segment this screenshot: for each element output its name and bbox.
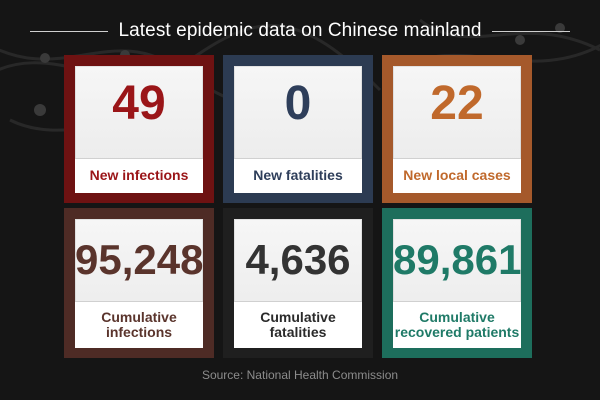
card-inner: 22 New local cases — [393, 66, 521, 193]
card-inner: 49 New infections — [75, 66, 203, 193]
card-label: Cumulative fatalities — [234, 301, 362, 348]
page-title: Latest epidemic data on Chinese mainland — [118, 20, 482, 41]
card-new-fatalities: 0 New fatalities — [223, 55, 373, 203]
card-value: 89,861 — [393, 236, 522, 283]
card-label: New infections — [75, 158, 203, 193]
card-label-line: Cumulative — [419, 308, 495, 325]
card-new-infections: 49 New infections — [64, 55, 214, 203]
card-label: New fatalities — [234, 158, 362, 193]
card-label: New local cases — [393, 158, 521, 193]
card-new-local-cases: 22 New local cases — [382, 55, 532, 203]
card-inner: 89,861 Cumulative recovered patients — [393, 219, 521, 348]
card-label-line: fatalities — [269, 324, 327, 340]
card-cumulative-infections: 95,248 Cumulative infections — [64, 208, 214, 358]
card-value: 0 — [284, 77, 312, 130]
card-label-line: recovered patients — [394, 324, 520, 340]
card-inner: 95,248 Cumulative infections — [75, 219, 203, 348]
card-cumulative-fatalities: 4,636 Cumulative fatalities — [223, 208, 373, 358]
card-label-line: infections — [105, 324, 173, 340]
card-label: Cumulative recovered patients — [393, 301, 521, 348]
card-cumulative-recovered: 89,861 Cumulative recovered patients — [382, 208, 532, 358]
card-value: 49 — [112, 77, 166, 130]
card-value: 22 — [430, 77, 484, 130]
source-note: Source: National Health Commission — [201, 368, 399, 382]
card-label-line: Cumulative — [260, 308, 336, 325]
card-label-line: New fatalities — [253, 167, 343, 184]
card-inner: 4,636 Cumulative fatalities — [234, 219, 362, 348]
header-rule-right — [491, 30, 570, 32]
header-rule-left — [30, 30, 109, 32]
card-label-line: New infections — [89, 167, 189, 184]
card-inner: 0 New fatalities — [234, 66, 362, 193]
card-label-line: New local cases — [403, 167, 511, 184]
card-value: 95,248 — [75, 236, 204, 283]
card-label: Cumulative infections — [75, 301, 203, 348]
card-value: 4,636 — [245, 236, 351, 283]
header: Latest epidemic data on Chinese mainland — [0, 14, 600, 48]
card-label-line: Cumulative — [101, 308, 177, 325]
